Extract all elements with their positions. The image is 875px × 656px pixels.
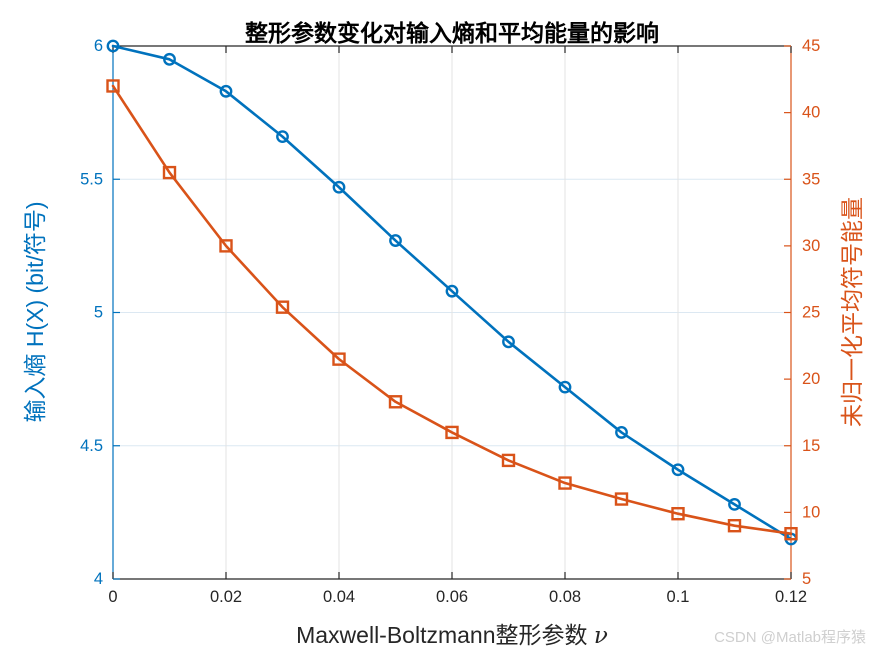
x-tick-label: 0.04 <box>323 588 355 606</box>
circle-data-marker <box>106 39 120 53</box>
circle-data-marker <box>558 380 572 394</box>
chart-title: 整形参数变化对输入熵和平均能量的影响 <box>245 20 659 46</box>
right-y-tick-label: 45 <box>802 37 820 55</box>
square-data-marker <box>784 526 798 541</box>
left-y-tick-label: 5 <box>94 304 103 322</box>
x-tick-label: 0.06 <box>436 588 468 606</box>
left-y-tick-label: 4.5 <box>80 437 103 455</box>
right-y-tick-label: 25 <box>802 304 820 322</box>
square-data-marker <box>388 395 403 409</box>
right-y-tick-label: 30 <box>802 237 820 255</box>
x-tick-label: 0.1 <box>667 588 690 606</box>
x-tick-label: 0.08 <box>549 588 581 606</box>
circle-data-marker <box>332 180 346 194</box>
circle-data-marker <box>502 335 515 349</box>
square-data-marker <box>671 507 685 521</box>
circle-data-marker <box>219 84 233 98</box>
csdn-watermark: CSDN @Matlab程序猿 <box>714 629 866 646</box>
square-data-marker <box>614 492 629 506</box>
right-series-line <box>111 84 793 535</box>
right-y-tick-label: 15 <box>802 437 820 455</box>
circle-data-marker <box>671 463 685 477</box>
left-y-tick-label: 6 <box>94 37 103 55</box>
square-data-marker <box>219 239 233 253</box>
right-y-axis-label: 未归一化平均符号能量 <box>839 197 865 427</box>
left-y-tick-label: 4 <box>94 570 103 588</box>
left-y-tick-label: 5.5 <box>80 170 103 188</box>
circle-data-marker <box>276 130 289 144</box>
x-tick-label: 0.12 <box>775 588 807 606</box>
x-axis-label-text: Maxwell-Boltzmann整形参数 <box>296 622 594 648</box>
square-data-marker <box>275 300 290 314</box>
circle-data-marker <box>389 234 402 247</box>
left-y-axis-label: 输入熵 H(X) (bit/符号) <box>22 201 48 423</box>
x-axis-label: Maxwell-Boltzmann整形参数 ν <box>113 616 791 650</box>
x-tick-label: 0.02 <box>210 588 242 606</box>
circle-data-marker <box>163 52 176 66</box>
right-y-tick-label: 35 <box>802 170 820 188</box>
square-data-marker <box>332 352 346 366</box>
x-tick-label: 0 <box>108 588 117 606</box>
square-data-marker <box>727 519 742 533</box>
square-data-marker <box>445 425 459 440</box>
circle-data-marker <box>445 284 459 298</box>
left-series-line <box>111 44 793 541</box>
right-y-tick-label: 5 <box>802 570 811 588</box>
square-data-marker <box>106 79 120 93</box>
circle-data-marker <box>728 497 741 511</box>
circle-data-marker <box>615 426 628 439</box>
x-axis-label-nu-symbol: ν <box>593 623 608 649</box>
square-data-marker <box>162 165 177 180</box>
right-y-tick-label: 20 <box>802 370 820 388</box>
right-y-tick-label: 40 <box>802 104 820 122</box>
square-data-marker <box>501 453 516 468</box>
right-y-tick-label: 10 <box>802 503 820 521</box>
square-data-marker <box>558 476 572 490</box>
